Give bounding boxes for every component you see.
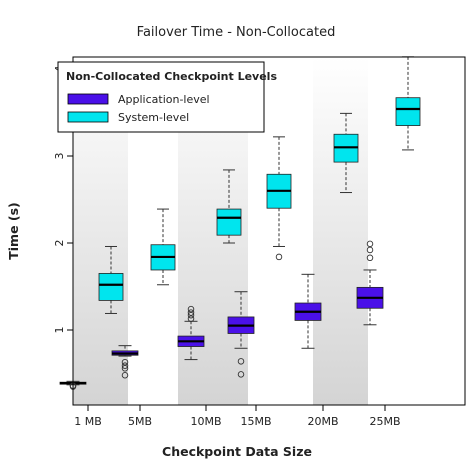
box-system-level-5mb <box>150 208 176 286</box>
box-application-level-10mb <box>177 305 205 361</box>
outlier-point <box>366 240 374 248</box>
y-tick-label: 2 <box>53 240 66 247</box>
outlier-point <box>121 358 129 366</box>
y-axis-label: Time (s) <box>6 202 21 260</box>
x-tick-label: 20MB <box>307 415 338 428</box>
iqr-box <box>395 97 421 126</box>
legend: Non-Collocated Checkpoint Levels Applica… <box>57 61 277 133</box>
box-system-level-25mb <box>395 56 421 151</box>
box-application-level-20mb <box>294 273 322 349</box>
iqr-box <box>98 273 124 301</box>
legend-swatch-system-level <box>67 111 109 123</box>
x-tick-label: 15MB <box>240 415 271 428</box>
box-system-level-20mb <box>333 112 359 194</box>
category-band <box>313 57 368 405</box>
y-tick-label: 1 <box>53 327 66 334</box>
x-tick-label: 25MB <box>369 415 400 428</box>
legend-label-application-level: Application-level <box>118 93 210 106</box>
outlier-point <box>121 365 129 372</box>
chart-title: Failover Time - Non-Collocated <box>137 25 336 40</box>
outlier-point <box>237 358 245 365</box>
box-application-level-5mb <box>111 345 139 379</box>
legend-label-system-level: System-level <box>118 111 189 124</box>
legend-title: Non-Collocated Checkpoint Levels <box>66 70 277 83</box>
outlier-point <box>121 371 129 379</box>
outlier-point <box>187 311 195 319</box>
box-system-level-10mb <box>216 169 242 244</box>
outlier-point <box>366 246 374 254</box>
iqr-box <box>216 208 242 236</box>
outlier-point <box>187 305 195 313</box>
x-tick-label: 10MB <box>190 415 221 428</box>
outlier-point <box>237 371 245 378</box>
x-tick-label: 5MB <box>128 415 152 428</box>
box-application-level-25mb <box>356 240 384 326</box>
outlier-point <box>187 315 195 322</box>
x-tick-label: 1 MB <box>74 415 102 428</box>
legend-swatch-application-level <box>67 93 109 105</box>
y-tick-label: 3 <box>53 153 66 160</box>
outlier-point <box>121 362 129 369</box>
x-axis: 1 MB 5MB 10MB 15MB 20MB 25MB <box>74 405 401 428</box>
box-plots <box>59 56 421 390</box>
box-application-level-15mb <box>227 291 255 378</box>
outlier-point <box>366 254 374 262</box>
plot-frame <box>72 56 466 406</box>
box-system-level-1-mb <box>98 245 124 314</box>
outlier-point <box>275 253 283 261</box>
box-system-level-15mb <box>266 136 292 261</box>
x-axis-label: Checkpoint Data Size <box>162 444 312 459</box>
outlier-point <box>187 309 195 316</box>
